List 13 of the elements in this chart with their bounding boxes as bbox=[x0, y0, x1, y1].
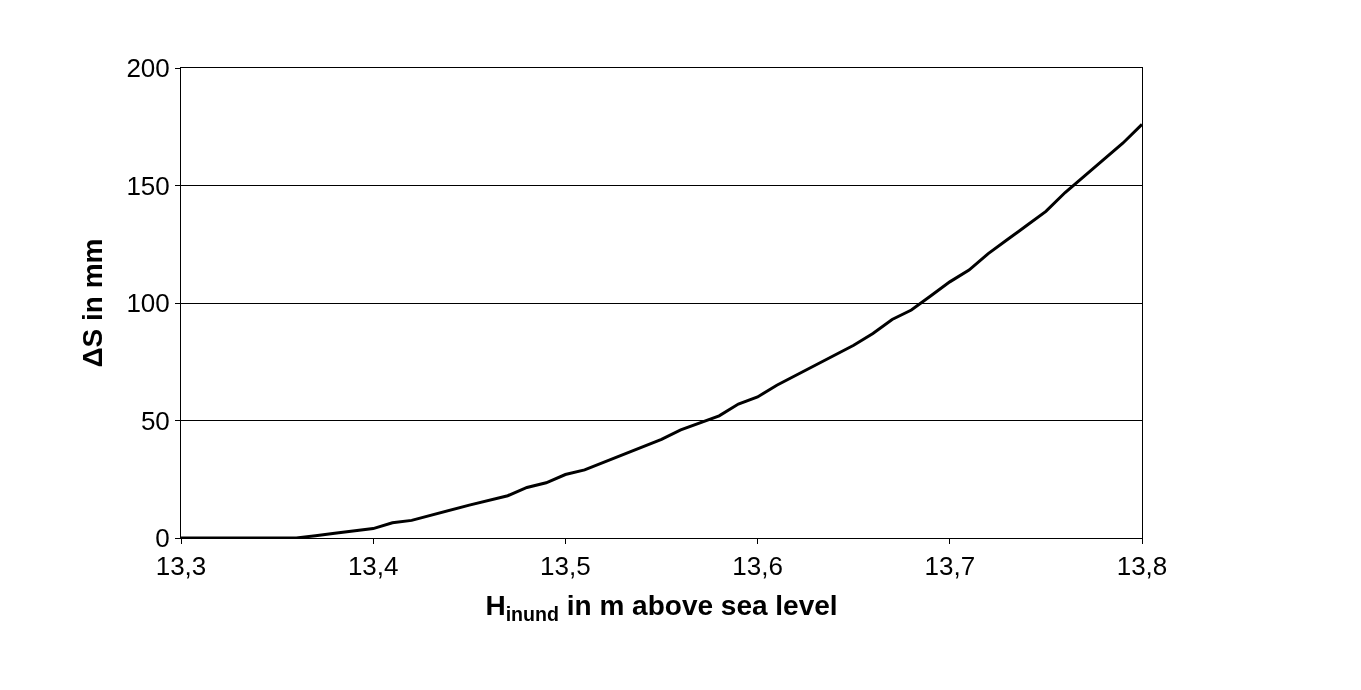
y-axis-title: ΔS in mm bbox=[77, 238, 109, 368]
x-tick-label: 13,4 bbox=[347, 551, 399, 582]
y-tick-label: 50 bbox=[140, 405, 170, 436]
x-tick-label: 13,6 bbox=[732, 551, 783, 582]
y-tick-label: 0 bbox=[155, 523, 170, 554]
x-tick-label: 13,3 bbox=[155, 551, 207, 582]
y-tick-label: 150 bbox=[126, 170, 170, 201]
x-axis-title: H$_{inund}$ in m above sea level bbox=[485, 590, 838, 626]
y-tick-label: 100 bbox=[126, 288, 170, 319]
x-tick-label: 13,5 bbox=[540, 551, 591, 582]
x-tick-label: 13,7 bbox=[924, 551, 976, 582]
x-tick-label: 13,8 bbox=[1116, 551, 1168, 582]
y-tick-label: 200 bbox=[126, 53, 170, 84]
